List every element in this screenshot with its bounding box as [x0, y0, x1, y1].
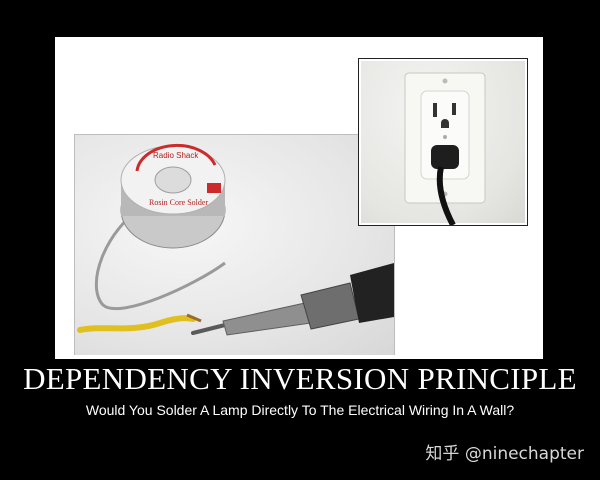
solder-illustration: Radio Shack Rosin Core Solder	[77, 143, 394, 336]
solder-photo: Radio Shack Rosin Core Solder	[74, 134, 395, 355]
poster-picture-area: Radio Shack Rosin Core Solder	[59, 41, 539, 355]
solder-label-band	[135, 143, 217, 172]
solder-wire	[94, 203, 226, 311]
soldering-iron-grip	[300, 282, 360, 330]
yellow-wire	[77, 315, 196, 333]
watermark: 知乎 @ninechapter	[425, 444, 584, 464]
soldering-iron-tip	[191, 323, 227, 335]
plug	[431, 145, 459, 169]
outlet-photo	[358, 58, 528, 226]
soldering-iron-shaft	[222, 302, 312, 336]
plate-screw-top	[442, 78, 448, 84]
plug-cord	[436, 166, 456, 225]
outlet-slot-left-top	[433, 103, 437, 117]
outlet-ground-top	[441, 119, 449, 128]
wire-tip	[186, 313, 202, 323]
outlet-slot-right-top	[452, 103, 456, 115]
outlet-photo-background	[361, 61, 525, 225]
solder-product-text: Rosin Core Solder	[149, 198, 208, 207]
soldering-iron-handle	[350, 263, 394, 323]
poster-subtitle: Would You Solder A Lamp Directly To The …	[85, 402, 515, 418]
outlet-center-screw	[443, 135, 447, 139]
poster-frame: Radio Shack Rosin Core Solder	[55, 37, 543, 359]
solder-spool-hole	[154, 166, 192, 194]
solder-brand-text: Radio Shack	[153, 151, 199, 160]
poster-title: DEPENDENCY INVERSION PRINCIPLE	[23, 361, 577, 396]
solder-tag	[207, 183, 221, 193]
outlet-illustration	[404, 72, 486, 225]
